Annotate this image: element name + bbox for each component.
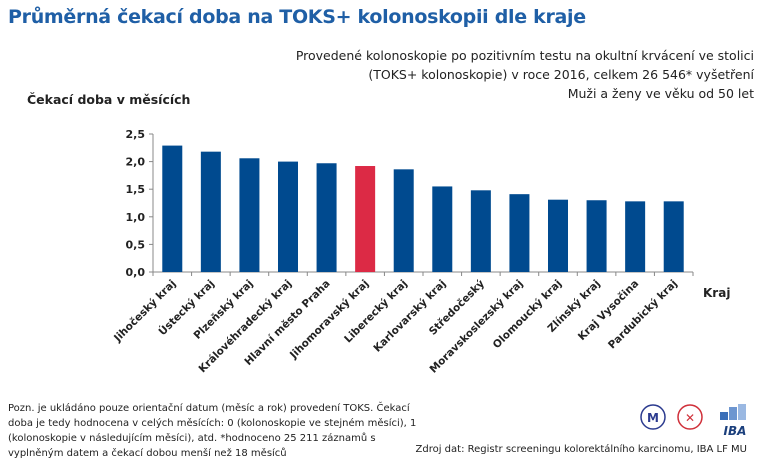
lf-mu-logo: ✕: [677, 404, 703, 430]
svg-text:M: M: [647, 411, 659, 425]
x-tick-label: Olomoucký kraj: [491, 278, 564, 351]
bar: [663, 201, 684, 272]
x-axis-label: Kraj: [703, 286, 730, 300]
bar: [509, 194, 530, 272]
y-tick-label: 1,5: [126, 183, 146, 196]
iba-logo: IBA: [720, 404, 746, 438]
svg-text:IBA: IBA: [724, 424, 747, 438]
bar: [200, 151, 221, 272]
bar: [432, 186, 453, 272]
bar: [239, 158, 260, 272]
page-title: Průměrná čekací doba na TOKS+ kolonoskop…: [8, 6, 586, 28]
bar: [355, 166, 376, 272]
svg-text:✕: ✕: [685, 411, 695, 425]
bar: [278, 161, 298, 272]
x-tick-label: Karlovarský kraj: [371, 278, 448, 355]
bar: [470, 190, 491, 272]
logos: M ✕ IBA: [640, 404, 746, 438]
y-tick-label: 2,0: [126, 156, 146, 169]
bar: [548, 199, 568, 272]
mu-logo: M: [640, 404, 666, 430]
subtitle-line: (TOKS+ kolonoskopie) v roce 2016, celkem…: [368, 67, 754, 82]
bar: [162, 145, 183, 272]
x-tick-label: Jihočeský kraj: [111, 278, 178, 345]
y-tick-label: 1,0: [126, 211, 146, 224]
subtitle-line: Muži a ženy ve věku od 50 let: [567, 86, 754, 101]
bar: [393, 169, 414, 272]
y-tick-label: 0,5: [126, 238, 146, 251]
footnote: Pozn. je ukládáno pouze orientační datum…: [8, 403, 417, 459]
bar: [625, 201, 646, 272]
x-tick-label: Pardubický kraj: [606, 278, 680, 352]
bar: [316, 163, 337, 272]
y-tick-label: 0,0: [126, 266, 146, 279]
bar: [586, 200, 607, 272]
subtitle-line: Provedené kolonoskopie po pozitivním tes…: [295, 48, 754, 63]
data-source: Zdroj dat: Registr screeningu kolorektál…: [415, 444, 747, 455]
chart-subtitle: Provedené kolonoskopie po pozitivním tes…: [296, 46, 754, 103]
y-tick-label: 2,5: [126, 128, 146, 141]
y-axis-label: Čekací doba v měsících: [27, 92, 191, 107]
